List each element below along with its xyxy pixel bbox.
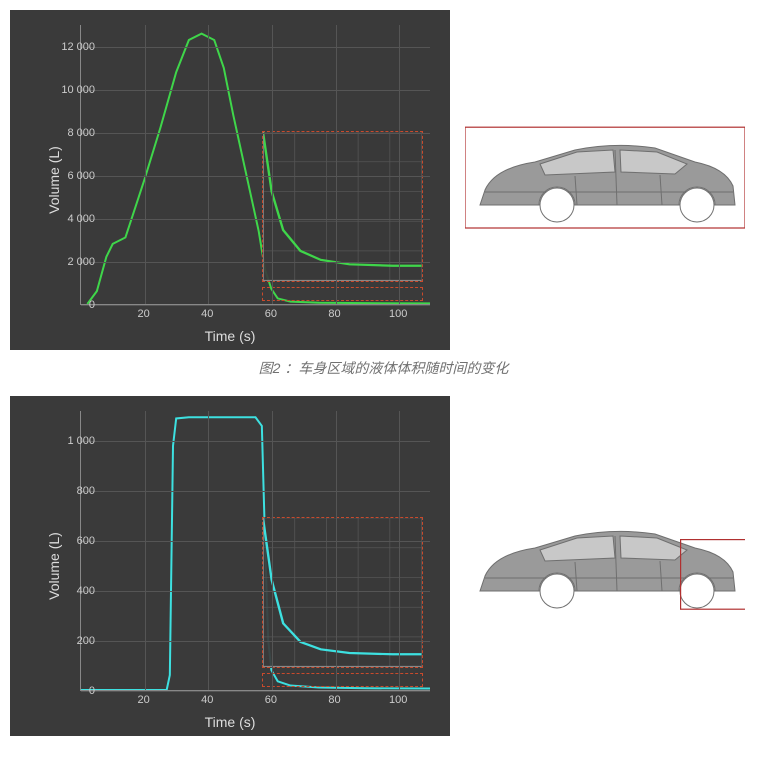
x-tick-label: 60 [265, 308, 277, 320]
gridline-v [399, 411, 400, 690]
y-tick-label: 0 [45, 685, 95, 697]
gridline-v [145, 411, 146, 690]
x-tick-label: 80 [328, 308, 340, 320]
gridline-h [81, 491, 430, 492]
gridline-v [272, 411, 273, 690]
gridline-v [145, 25, 146, 304]
figure-caption: 图2 ：车身区域的液体体积随时间的变化 [10, 358, 757, 378]
gridline-v [336, 25, 337, 304]
gridline-h [81, 219, 430, 220]
chart-2: Volume (L) Time (s) 02004006008001 00020… [10, 396, 450, 736]
y-tick-label: 4 000 [45, 213, 95, 225]
y-tick-label: 800 [45, 485, 95, 497]
gridline-h [81, 441, 430, 442]
car-svg-1 [465, 120, 745, 240]
x-tick-label: 100 [389, 308, 407, 320]
car-render-1 [465, 120, 745, 240]
x-axis-label-1: Time (s) [205, 328, 256, 344]
gridline-h [81, 305, 430, 306]
plot-area-1 [80, 25, 430, 305]
chart-1: Volume (L) Time (s) 02 0004 0006 0008 00… [10, 10, 450, 350]
x-tick-label: 80 [328, 694, 340, 706]
gridline-h [81, 90, 430, 91]
gridline-v [208, 25, 209, 304]
gridline-h [81, 262, 430, 263]
gridline-h [81, 641, 430, 642]
figure-row-1: Volume (L) Time (s) 02 0004 0006 0008 00… [10, 10, 757, 350]
x-tick-label: 40 [201, 694, 213, 706]
gridline-v [272, 25, 273, 304]
gridline-h [81, 541, 430, 542]
gridline-v [399, 25, 400, 304]
y-tick-label: 600 [45, 535, 95, 547]
plot-area-2 [80, 411, 430, 691]
y-tick-label: 2 000 [45, 256, 95, 268]
x-tick-label: 100 [389, 694, 407, 706]
figure-row-2: Volume (L) Time (s) 02004006008001 00020… [10, 396, 757, 736]
gridline-h [81, 691, 430, 692]
x-tick-label: 20 [138, 694, 150, 706]
gridline-h [81, 133, 430, 134]
y-tick-label: 200 [45, 635, 95, 647]
y-tick-label: 1 000 [45, 435, 95, 447]
car-render-2 [465, 506, 745, 626]
x-tick-label: 20 [138, 308, 150, 320]
x-tick-label: 60 [265, 694, 277, 706]
gridline-v [336, 411, 337, 690]
x-tick-label: 40 [201, 308, 213, 320]
gridline-h [81, 591, 430, 592]
y-tick-label: 10 000 [45, 84, 95, 96]
gridline-h [81, 176, 430, 177]
gridline-v [208, 411, 209, 690]
y-tick-label: 0 [45, 299, 95, 311]
y-tick-label: 400 [45, 585, 95, 597]
gridline-h [81, 47, 430, 48]
y-tick-label: 8 000 [45, 127, 95, 139]
car-svg-2 [465, 506, 745, 626]
y-tick-label: 12 000 [45, 41, 95, 53]
y-tick-label: 6 000 [45, 170, 95, 182]
x-axis-label-2: Time (s) [205, 714, 256, 730]
